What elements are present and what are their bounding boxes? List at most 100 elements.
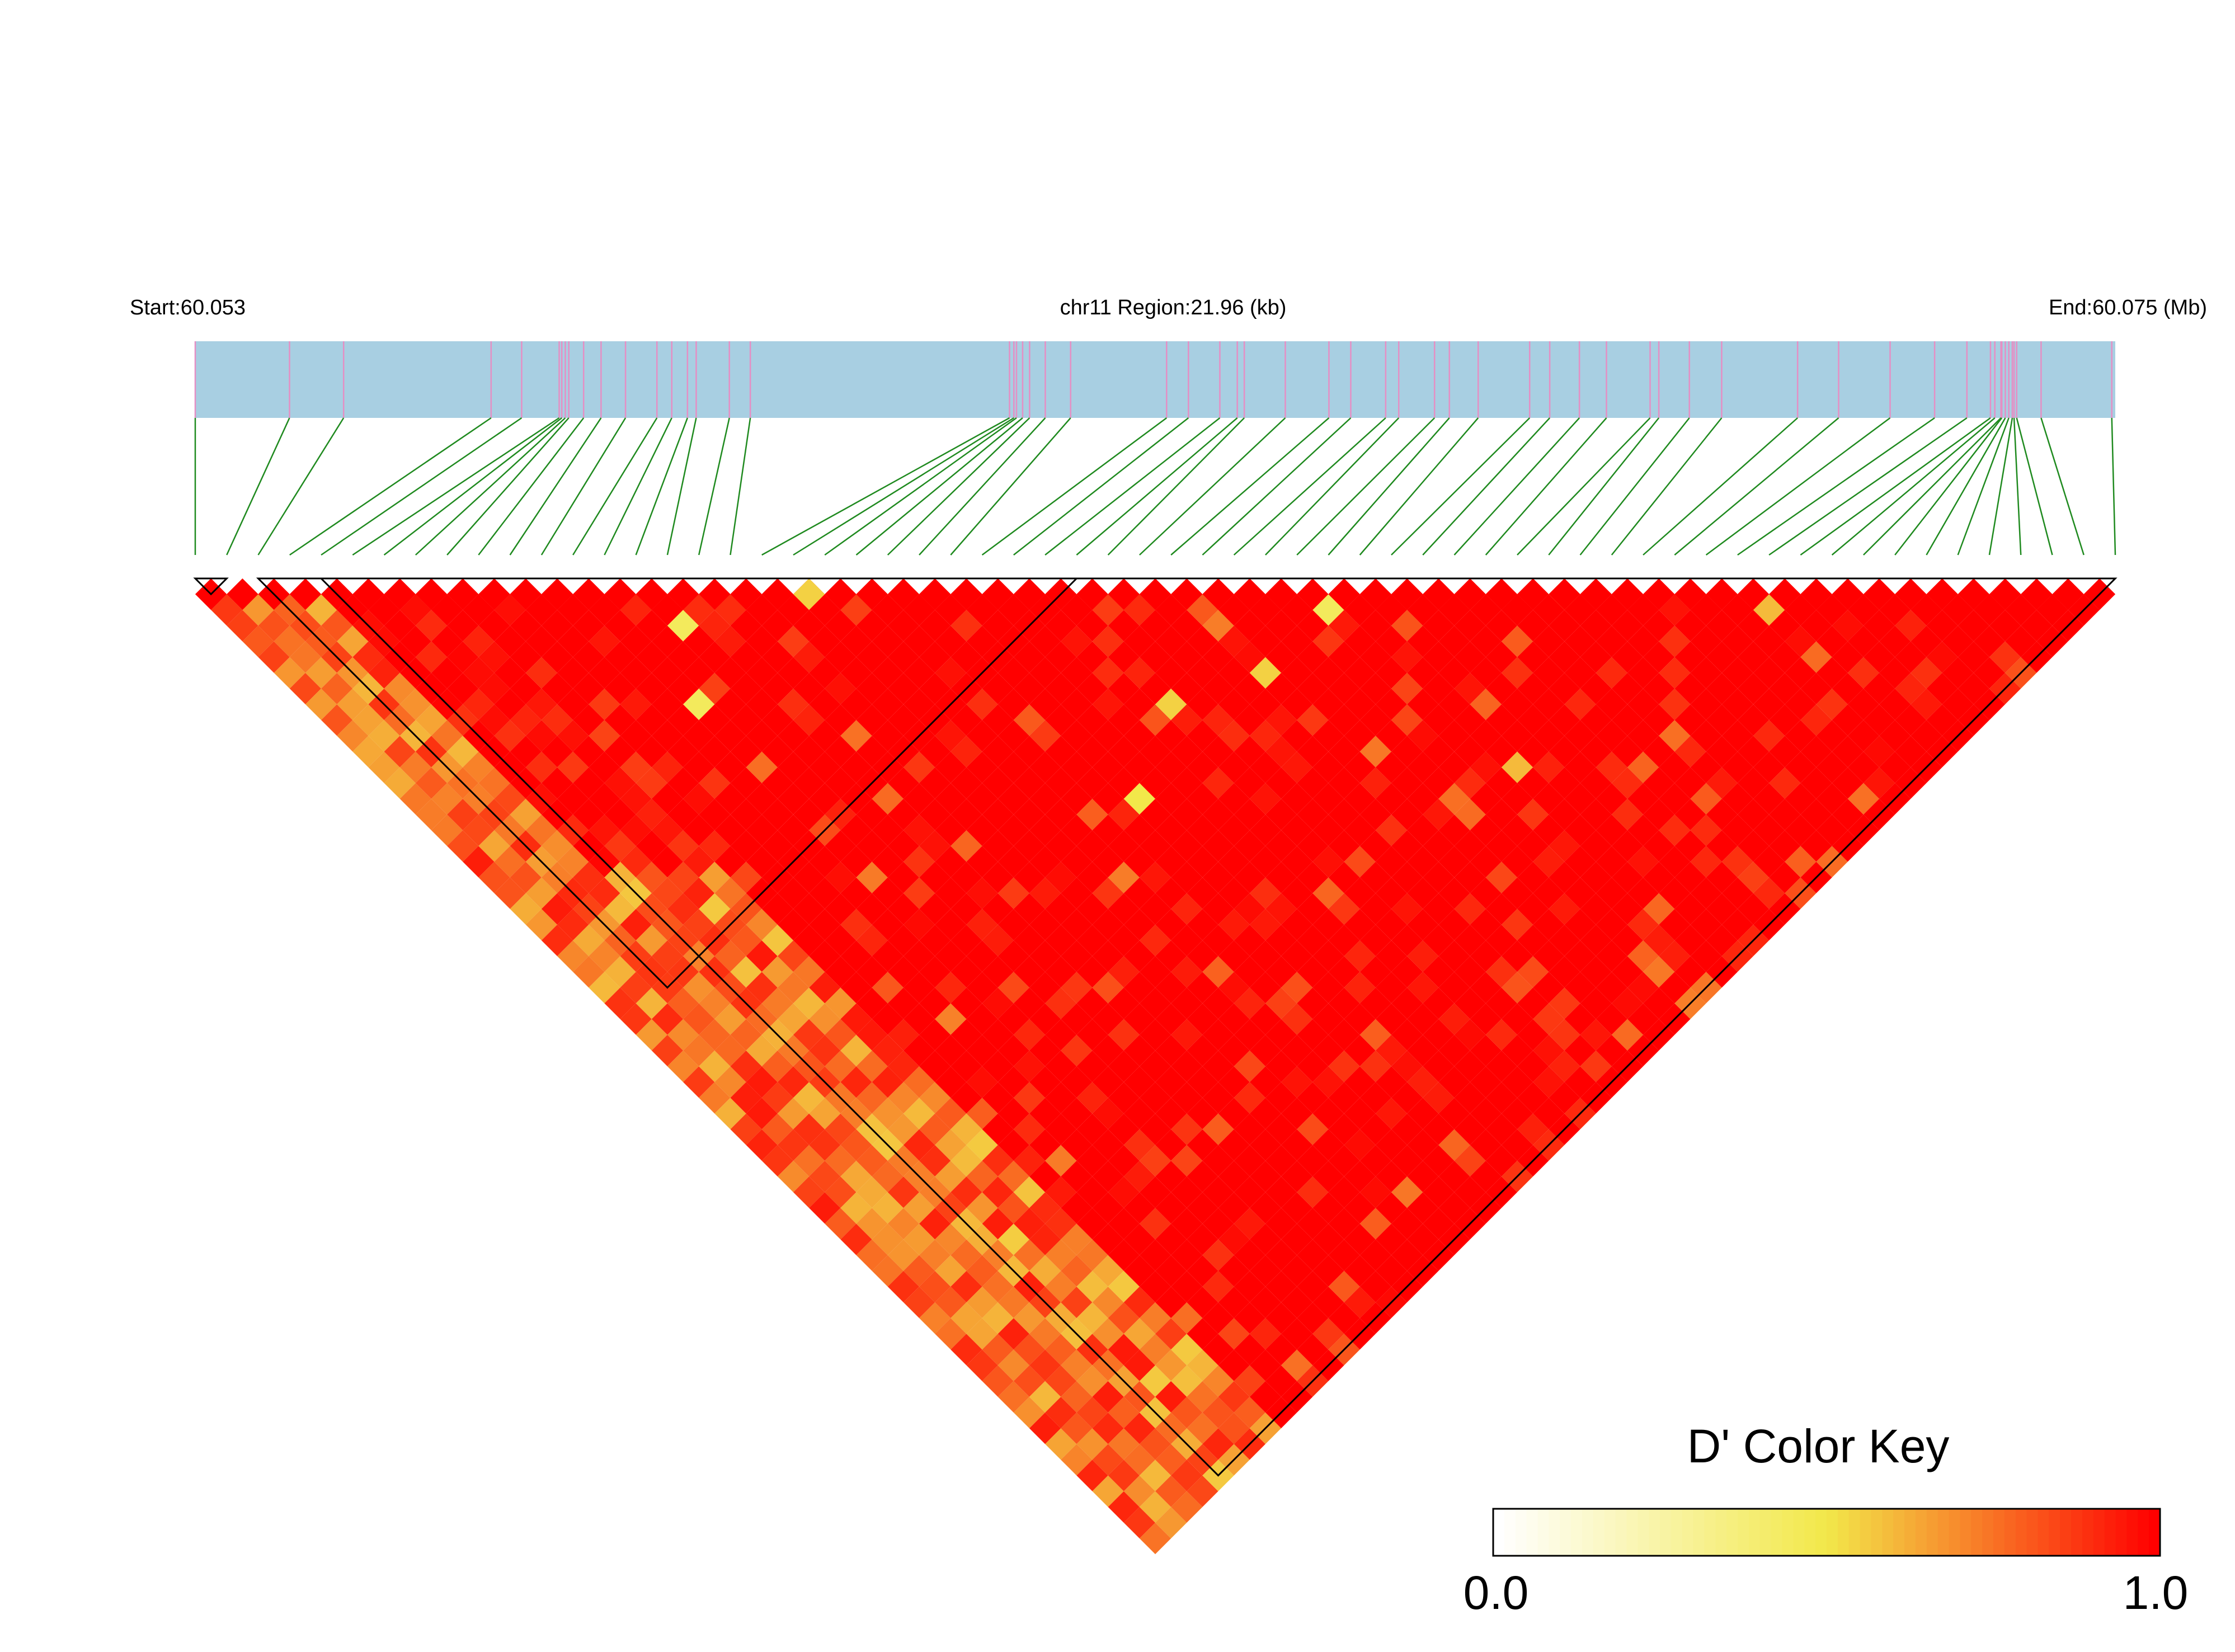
ld-cell xyxy=(258,610,290,642)
ld-cell xyxy=(1690,814,1722,846)
ld-cell xyxy=(1391,924,1423,957)
ld-cell xyxy=(714,720,746,752)
snp-connector-6 xyxy=(352,417,560,556)
ld-cell xyxy=(1564,940,1596,972)
ld-cell xyxy=(1139,956,1171,988)
ld-adjacent-cell xyxy=(667,578,699,610)
ld-cell xyxy=(1202,1019,1234,1051)
ld-cell xyxy=(589,720,620,752)
ld-cell xyxy=(667,704,699,736)
ld-cell xyxy=(636,924,667,957)
ld-cell xyxy=(1549,862,1580,893)
ld-cell xyxy=(1108,1334,1140,1366)
ld-cell xyxy=(935,814,967,846)
ld-cell xyxy=(1202,987,1234,1019)
ld-cell xyxy=(2021,610,2053,642)
ld-cell xyxy=(1989,641,2021,673)
ld-cell xyxy=(1375,909,1408,941)
ld-cell xyxy=(1171,1460,1203,1491)
ld-cell xyxy=(1659,814,1691,846)
ld-cell xyxy=(1470,720,1502,752)
ld-adjacent-cell xyxy=(2021,578,2053,610)
ld-cell xyxy=(1501,846,1533,878)
ld-cell xyxy=(1123,1003,1155,1035)
ld-cell xyxy=(1123,1286,1155,1319)
ld-cell xyxy=(1423,1113,1455,1145)
ld-cell xyxy=(982,1208,1014,1240)
ld-cell xyxy=(1312,1034,1344,1067)
ld-cell xyxy=(1596,877,1627,909)
ld-cell xyxy=(1533,972,1565,1004)
ld-cell xyxy=(1375,1098,1408,1129)
snp-connector-2 xyxy=(226,417,290,556)
ld-cell xyxy=(2005,625,2037,657)
ld-cell xyxy=(1485,610,1518,642)
ld-cell xyxy=(447,641,479,673)
ld-cell xyxy=(384,767,416,799)
ld-adjacent-cell xyxy=(699,578,731,610)
ld-cell xyxy=(1139,641,1171,673)
ld-cell xyxy=(1218,1098,1250,1129)
ld-cell xyxy=(1234,672,1265,705)
ld-cell xyxy=(1155,877,1187,909)
ld-cell xyxy=(1234,798,1265,831)
ld-cell xyxy=(1895,610,1927,642)
ld-cell xyxy=(541,767,573,799)
ld-cell xyxy=(1769,830,1801,862)
ld-adjacent-cell xyxy=(541,578,573,610)
ld-cell xyxy=(1391,830,1423,862)
ld-cell xyxy=(1108,1302,1140,1334)
ld-cell xyxy=(997,1349,1029,1381)
ld-cell xyxy=(919,1145,951,1176)
ld-cell xyxy=(1407,1066,1439,1098)
ld-cell xyxy=(1139,830,1171,862)
ld-cell xyxy=(761,767,793,799)
ld-cell xyxy=(1249,909,1282,941)
ld-cell xyxy=(1108,893,1140,925)
ld-cell xyxy=(1029,1412,1061,1444)
ld-cell xyxy=(856,1176,888,1208)
snp-connector-35 xyxy=(1265,417,1400,556)
snp-connector-37 xyxy=(1328,417,1450,556)
ld-cell xyxy=(1281,720,1313,752)
ld-cell xyxy=(1643,798,1675,831)
color-key-swatch xyxy=(2049,1509,2061,1556)
ld-cell xyxy=(1863,610,1895,642)
ld-cell xyxy=(1454,956,1486,988)
snp-connector-51 xyxy=(1768,417,1968,556)
ld-cell xyxy=(1643,641,1675,673)
color-key-swatch xyxy=(1771,1509,1783,1556)
ld-cell xyxy=(415,610,448,642)
ld-cell xyxy=(415,704,448,736)
ld-cell xyxy=(935,657,967,689)
ld-cell xyxy=(1423,736,1455,768)
ld-cell xyxy=(1564,1003,1596,1035)
ld-cell xyxy=(1108,1050,1140,1082)
ld-adjacent-cell xyxy=(384,578,416,610)
ld-cell xyxy=(1061,720,1093,752)
ld-cell xyxy=(1863,672,1895,705)
ld-cell xyxy=(1454,672,1486,705)
ld-cell xyxy=(1564,814,1596,846)
ld-cell xyxy=(1139,924,1171,957)
ld-cell xyxy=(982,798,1014,831)
ld-cell xyxy=(667,987,699,1019)
ld-cell xyxy=(1627,625,1659,657)
ld-cell xyxy=(1312,909,1344,941)
ld-cell xyxy=(1359,672,1391,705)
ld-cell xyxy=(1281,814,1313,846)
ld-cell xyxy=(714,846,746,878)
ld-cell xyxy=(1249,657,1282,689)
ld-cell xyxy=(1407,783,1439,815)
ld-cell xyxy=(1847,688,1880,721)
ld-cell xyxy=(1533,846,1565,878)
ld-cell xyxy=(1013,1365,1046,1397)
ld-cell xyxy=(510,641,542,673)
ld-cell xyxy=(1202,798,1234,831)
ld-cell xyxy=(1470,877,1502,909)
snp-connector-12 xyxy=(540,417,627,556)
ld-cell xyxy=(1202,672,1234,705)
ld-cell xyxy=(1847,783,1880,815)
color-key-swatch xyxy=(1871,1509,1883,1556)
ld-cell xyxy=(463,846,495,878)
